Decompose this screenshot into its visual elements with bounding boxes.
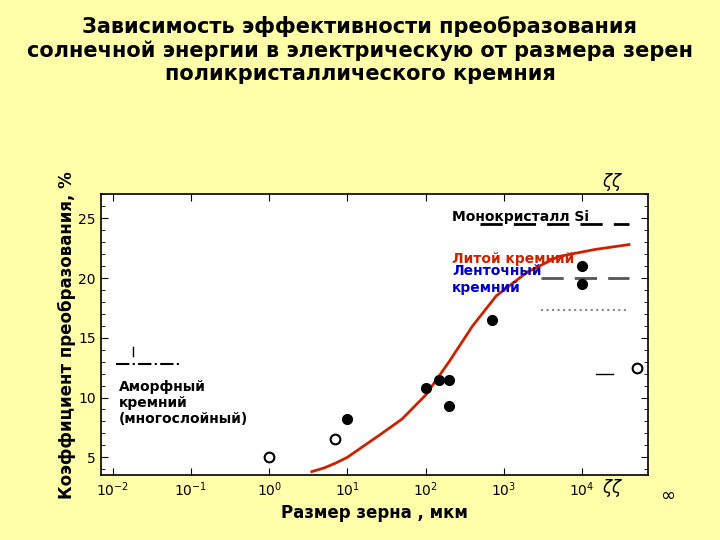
Text: Аморфный
кремний
(многослойный): Аморфный кремний (многослойный) bbox=[119, 380, 248, 426]
Text: Ленточный
кремний: Ленточный кремний bbox=[452, 264, 542, 295]
Text: Монокристалл Si: Монокристалл Si bbox=[452, 210, 590, 224]
Text: Зависимость эффективности преобразования
солнечной энергии в электрическую от ра: Зависимость эффективности преобразования… bbox=[27, 16, 693, 84]
Text: $\zeta\zeta$: $\zeta\zeta$ bbox=[602, 171, 623, 193]
Text: $\zeta\zeta$: $\zeta\zeta$ bbox=[602, 477, 623, 498]
X-axis label: Размер зерна , мкм: Размер зерна , мкм bbox=[281, 504, 468, 522]
Text: Литой кремний: Литой кремний bbox=[452, 252, 575, 266]
Y-axis label: Коэффициент преобразования, %: Коэффициент преобразования, % bbox=[58, 171, 76, 498]
Text: $\infty$: $\infty$ bbox=[660, 487, 675, 504]
